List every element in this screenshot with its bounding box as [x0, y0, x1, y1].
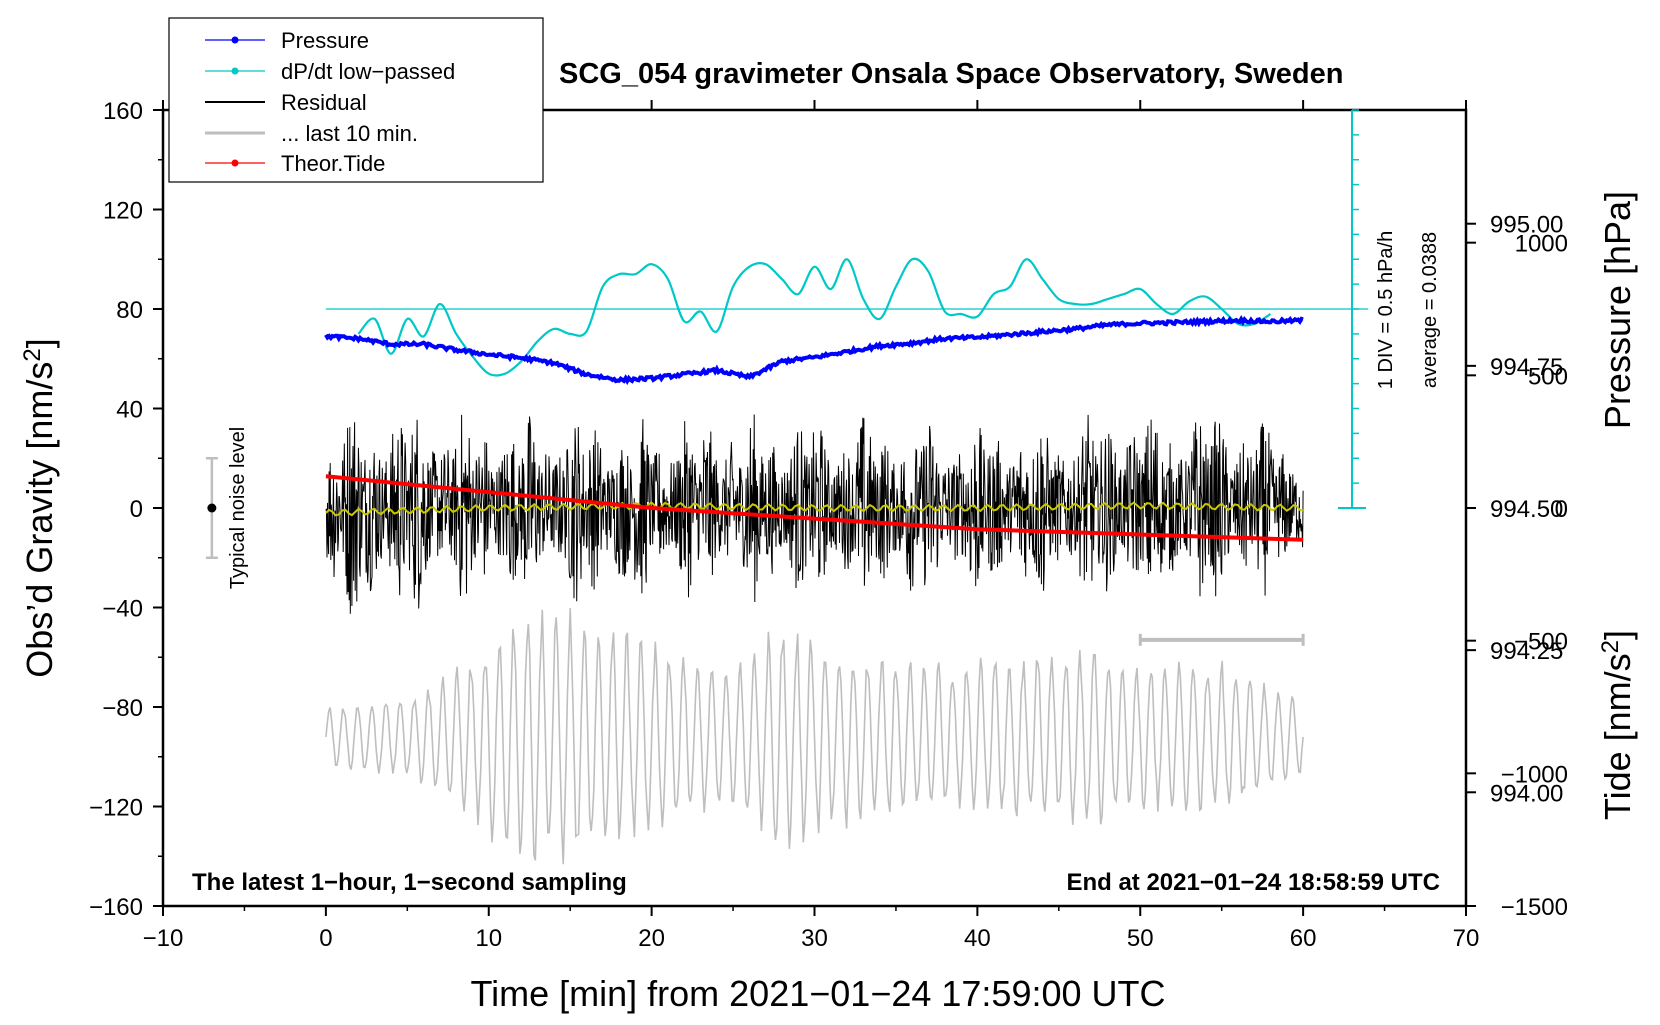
- legend-tide-marker: [231, 159, 239, 167]
- dpdt-scale-axis: [1337, 109, 1366, 509]
- tide-tick-label: −500: [1514, 629, 1568, 656]
- y-tick-label: −80: [102, 695, 143, 722]
- pressure-tick-label: 994.00: [1490, 780, 1563, 807]
- y-tick-label: −120: [89, 795, 143, 822]
- pressure-tick-label: 994.50: [1490, 496, 1563, 523]
- pressure-tick-label: 994.25: [1490, 638, 1563, 665]
- legend-dpdt-marker: [231, 67, 239, 75]
- x-tick-label: 10: [475, 925, 502, 952]
- y-tick-label: 80: [116, 297, 143, 324]
- x-tick-label: 70: [1453, 925, 1480, 952]
- pressure-axis-label: Pressure [hPa]: [1597, 191, 1638, 429]
- theoretical-tide-series: [325, 474, 1304, 542]
- legend-dpdt-label: dP/dt low−passed: [281, 59, 455, 84]
- tide-tick-label: 500: [1528, 363, 1568, 390]
- pressure-tick-label: 994.75: [1490, 354, 1563, 381]
- dpdt-average-label: average = 0.0388: [1419, 232, 1441, 388]
- series-layer: [205, 257, 1369, 865]
- legend-residual-label: Residual: [281, 90, 367, 115]
- pressure-axis-ticks: 994.00 994.25 994.50 994.75 995.00: [1466, 212, 1563, 807]
- footer-left-note: The latest 1−hour, 1−second sampling: [192, 869, 627, 896]
- legend-last10-label: ... last 10 min.: [281, 121, 418, 146]
- legend-box: [168, 17, 544, 183]
- y-tick-label: 0: [130, 496, 143, 523]
- tide-axis-label-close: ]: [1597, 630, 1638, 640]
- y-axis-label: Obs’d Gravity [nm/s2]: [19, 338, 60, 677]
- chart-title: SCG_054 gravimeter Onsala Space Observat…: [559, 58, 1343, 90]
- x-tick-label: 50: [1127, 925, 1154, 952]
- pressure-tick-label: 995.00: [1490, 212, 1563, 239]
- x-tick-label: 20: [638, 925, 665, 952]
- y-tick-label: 160: [103, 98, 143, 125]
- last-10-min-series: [325, 608, 1304, 865]
- tide-axis-label-main: Tide [nm/s: [1597, 653, 1638, 820]
- tide-tick-label: −1500: [1501, 894, 1568, 921]
- footer-right-note: End at 2021−01−24 18:58:59 UTC: [1066, 869, 1440, 896]
- tide-tick-label: 0: [1555, 496, 1568, 523]
- legend-pressure-label: Pressure: [281, 28, 369, 53]
- y-axis-ticks: −160 −120 −80 −40 0 40 80 120 160: [89, 98, 163, 921]
- residual-lowpass-series: [325, 501, 1304, 517]
- dpdt-series: [357, 257, 1272, 377]
- y-axis-label-superscript: 2: [19, 348, 46, 361]
- tide-axis-label: Tide [nm/s2]: [1597, 630, 1638, 820]
- x-tick-label: −10: [143, 925, 184, 952]
- y-axis-label-close: ]: [19, 338, 60, 348]
- y-tick-label: −160: [89, 894, 143, 921]
- y-tick-label: −40: [102, 596, 143, 623]
- x-axis-label: Time [min] from 2021−01−24 17:59:00 UTC: [470, 973, 1165, 1014]
- x-tick-label: 0: [319, 925, 332, 952]
- tide-tick-label: −1000: [1501, 761, 1568, 788]
- pressure-series: [324, 315, 1304, 386]
- tide-tick-label: 1000: [1515, 231, 1568, 258]
- y-axis-label-main: Obs’d Gravity [nm/s: [19, 362, 60, 678]
- legend: Pressure dP/dt low−passed Residual ... l…: [168, 17, 544, 183]
- legend-pressure-marker: [231, 36, 239, 44]
- noise-bar-center-dot: [207, 503, 217, 513]
- tide-axis-label-superscript: 2: [1597, 640, 1624, 653]
- y-tick-label: 40: [116, 397, 143, 424]
- x-tick-label: 60: [1290, 925, 1317, 952]
- x-axis-ticks: −10 0 10 20 30 40 50 60 70: [143, 100, 1480, 952]
- x-tick-label: 40: [964, 925, 991, 952]
- noise-level-label: Typical noise level: [227, 427, 249, 589]
- y-tick-label: 120: [103, 198, 143, 225]
- residual-series: [325, 414, 1304, 614]
- legend-tide-label: Theor.Tide: [281, 151, 385, 176]
- dpdt-scale-label: 1 DIV = 0.5 hPa/h: [1375, 231, 1397, 389]
- tide-axis-ticks: −1500 −1000 −500 0 500 1000: [1466, 231, 1568, 921]
- x-tick-label: 30: [801, 925, 828, 952]
